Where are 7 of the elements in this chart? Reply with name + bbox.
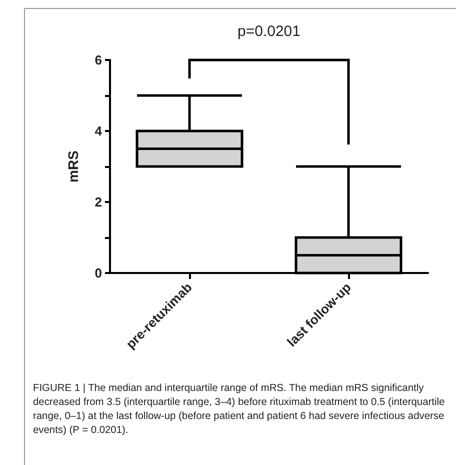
y-tick-label: 0 bbox=[94, 266, 102, 280]
text: p=0.0201 bbox=[238, 23, 300, 40]
caption: FIGURE 1 | The median and interquartile range of mRS. The median mRS significantly decreased from 3.5 (interquartile range, 3–4) before rituximab treatment to 0.5 (interquartile range, 0–1) at the last follow-up (before patient and patient 6 had severe infectious adverse events) (P = 0.0201). bbox=[33, 382, 446, 438]
y-axis-title: mRS bbox=[65, 150, 81, 182]
y-tick-label: 6 bbox=[94, 52, 102, 68]
y-tick-label: 4 bbox=[94, 124, 103, 138]
y-tick-label: 2 bbox=[94, 194, 102, 210]
